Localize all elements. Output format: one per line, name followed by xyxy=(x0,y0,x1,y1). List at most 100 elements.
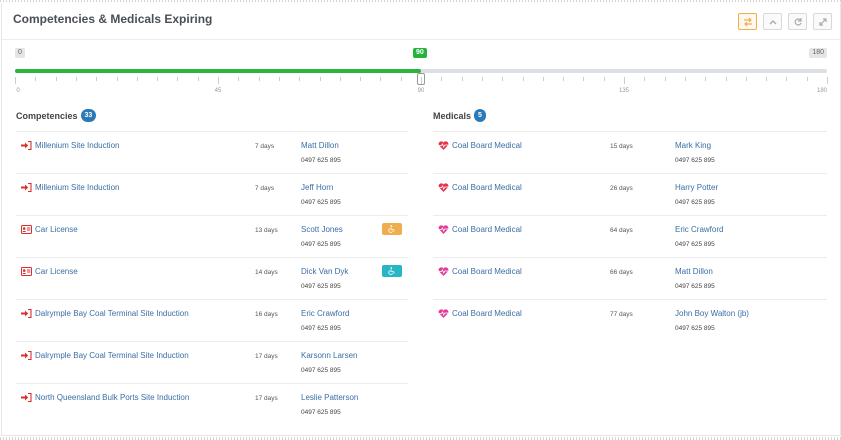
panel-header: Competencies & Medicals Expiring xyxy=(2,3,840,40)
item-name: North Queensland Bulk Ports Site Inducti… xyxy=(35,393,190,402)
days-remaining: 14 days xyxy=(255,269,278,276)
accessibility-status-badge[interactable] xyxy=(382,223,402,235)
person-link[interactable]: Eric Crawford xyxy=(301,309,350,318)
competencies-title: Competencies xyxy=(16,110,78,121)
medical-link[interactable]: Coal Board Medical xyxy=(438,225,522,234)
phone-number: 0497 625 895 xyxy=(675,199,715,206)
competency-link[interactable]: Dalrymple Bay Coal Terminal Site Inducti… xyxy=(21,309,189,318)
swap-button[interactable] xyxy=(738,13,757,30)
panel-tools xyxy=(738,13,832,30)
slider-tick xyxy=(684,77,686,81)
slider-tick-label: 90 xyxy=(417,88,425,94)
person-link[interactable]: Eric Crawford xyxy=(675,225,724,234)
days-remaining: 26 days xyxy=(610,185,633,192)
slider-tick xyxy=(563,77,565,81)
accessibility-status-badge[interactable] xyxy=(382,265,402,277)
competency-row: Dalrymple Bay Coal Terminal Site Inducti… xyxy=(16,342,408,384)
item-name: Coal Board Medical xyxy=(452,225,522,234)
wheelchair-icon xyxy=(388,225,396,233)
slider-tick xyxy=(360,77,362,81)
expand-button[interactable] xyxy=(813,13,832,30)
days-remaining: 17 days xyxy=(255,395,278,402)
item-name: Coal Board Medical xyxy=(452,183,522,192)
item-name: Dalrymple Bay Coal Terminal Site Inducti… xyxy=(35,309,189,318)
days-remaining: 77 days xyxy=(610,311,633,318)
slider-tick xyxy=(542,77,544,81)
person-link[interactable]: Matt Dillon xyxy=(675,267,713,276)
slider-tick xyxy=(583,77,585,81)
slider-tick xyxy=(55,77,57,81)
days-remaining: 13 days xyxy=(255,227,278,234)
collapse-button[interactable] xyxy=(763,13,782,30)
days-remaining: 7 days xyxy=(255,185,275,192)
slider-tick xyxy=(705,77,707,81)
slider-tick xyxy=(725,77,727,81)
days-remaining: 16 days xyxy=(255,311,278,318)
slider-fill xyxy=(15,69,421,73)
competency-link[interactable]: Millenium Site Induction xyxy=(21,183,119,192)
person-link[interactable]: Leslie Patterson xyxy=(301,393,359,402)
person-link[interactable]: Harry Potter xyxy=(675,183,719,192)
competency-link[interactable]: Car License xyxy=(21,267,78,276)
item-name: Millenium Site Induction xyxy=(35,141,120,150)
medicals-count-badge: 5 xyxy=(474,109,486,122)
swap-icon xyxy=(743,17,752,26)
slider-tick xyxy=(502,77,504,81)
phone-number: 0497 625 895 xyxy=(675,241,715,248)
slider-tick xyxy=(481,77,483,81)
person-link[interactable]: Karsonn Larsen xyxy=(301,351,358,360)
phone-number: 0497 625 895 xyxy=(301,409,341,416)
slider-track[interactable] xyxy=(15,69,827,73)
item-name: Car License xyxy=(35,225,78,234)
phone-number: 0497 625 895 xyxy=(301,283,341,290)
wheelchair-icon xyxy=(388,267,396,275)
medical-row: Coal Board Medical 66 days Matt Dillon 0497… xyxy=(433,258,827,300)
slider-tick xyxy=(258,77,260,81)
slider-tick xyxy=(116,77,118,81)
slider-tick xyxy=(35,77,37,81)
competencies-header: Competencies 33 xyxy=(16,109,97,122)
slider-tick xyxy=(218,77,219,84)
medical-link[interactable]: Coal Board Medical xyxy=(438,183,522,192)
competency-row: North Queensland Bulk Ports Site Inducti… xyxy=(16,384,408,425)
phone-number: 0497 625 895 xyxy=(301,367,341,374)
slider-tick xyxy=(96,77,98,81)
days-remaining: 64 days xyxy=(610,227,633,234)
slider-tick xyxy=(624,77,625,84)
slider-max-label: 180 xyxy=(809,48,827,58)
slider-tick xyxy=(664,77,666,81)
competencies-count-badge: 33 xyxy=(80,109,97,122)
medicals-title: Medicals xyxy=(433,110,472,121)
id-card-icon xyxy=(21,267,32,276)
top-divider xyxy=(0,0,841,2)
slider-tick xyxy=(421,77,422,84)
person-link[interactable]: Dick Van Dyk xyxy=(301,267,349,276)
refresh-button[interactable] xyxy=(788,13,807,30)
competency-row: Millenium Site Induction 7 days Matt Dillo… xyxy=(16,132,408,174)
competency-link[interactable]: North Queensland Bulk Ports Site Inducti… xyxy=(21,393,189,402)
person-link[interactable]: John Boy Walton (jb) xyxy=(675,309,749,318)
medical-link[interactable]: Coal Board Medical xyxy=(438,141,522,150)
panel-title: Competencies & Medicals Expiring xyxy=(13,12,213,26)
competency-row: Dalrymple Bay Coal Terminal Site Inducti… xyxy=(16,300,408,342)
person-link[interactable]: Matt Dillon xyxy=(301,141,339,150)
slider-tick xyxy=(136,77,138,81)
sign-in-icon xyxy=(21,183,32,192)
slider-tick xyxy=(441,77,443,81)
sign-in-icon xyxy=(21,141,32,150)
phone-number: 0497 625 895 xyxy=(675,157,715,164)
medical-row: Coal Board Medical 64 days Eric Crawford 04… xyxy=(433,216,827,258)
days-range-slider[interactable]: 0 90 180 0 45 90 135 180 xyxy=(15,46,828,98)
days-remaining: 15 days xyxy=(610,143,633,150)
sign-in-icon xyxy=(21,393,32,402)
person-link[interactable]: Mark King xyxy=(675,141,712,150)
competency-link[interactable]: Millenium Site Induction xyxy=(21,141,119,150)
person-link[interactable]: Jeff Horn xyxy=(301,183,334,192)
competency-link[interactable]: Dalrymple Bay Coal Terminal Site Inducti… xyxy=(21,351,189,360)
competency-link[interactable]: Car License xyxy=(21,225,78,234)
person-link[interactable]: Scott Jones xyxy=(301,225,343,234)
bottom-divider xyxy=(0,437,841,440)
slider-tick-label: 180 xyxy=(816,88,828,94)
medical-link[interactable]: Coal Board Medical xyxy=(438,267,522,276)
medical-link[interactable]: Coal Board Medical xyxy=(438,309,522,318)
